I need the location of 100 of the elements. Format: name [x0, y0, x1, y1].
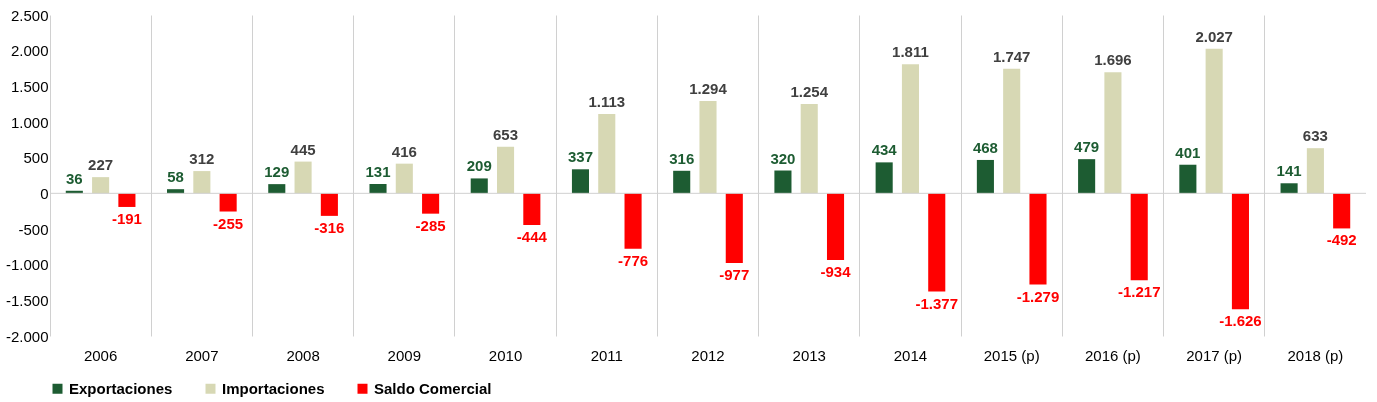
x-tick-label: 2010 [488, 346, 523, 364]
data-label: 1.811 [892, 43, 929, 61]
data-label: 1.294 [689, 80, 728, 98]
bar [928, 193, 946, 292]
y-tick-label: -500 [18, 220, 49, 238]
data-label: 633 [1302, 127, 1328, 145]
y-tick-label: 1.000 [10, 113, 49, 131]
bar [571, 169, 590, 194]
bar [268, 184, 286, 194]
data-label: 2.027 [1195, 27, 1233, 45]
x-tick-label: 2007 [185, 346, 219, 364]
bar [219, 193, 237, 212]
data-label: 434 [871, 141, 898, 159]
data-label: -492 [1326, 231, 1357, 249]
legend-label: Saldo Comercial [374, 379, 492, 397]
legend-label: Exportaciones [69, 379, 173, 397]
x-tick-label: 2015 (p) [983, 346, 1040, 364]
data-label: 401 [1175, 143, 1201, 161]
y-tick-label: 2.500 [10, 6, 49, 24]
bar [1104, 72, 1122, 194]
data-label: 337 [567, 148, 593, 166]
x-tick-label: 2013 [792, 346, 826, 364]
data-label: 1.747 [992, 47, 1031, 65]
x-tick-label: 2009 [387, 346, 421, 364]
x-tick-label: 2014 [893, 346, 928, 364]
bar [1306, 148, 1324, 194]
data-label: 416 [391, 142, 417, 160]
bar [774, 170, 792, 194]
data-label: -1.377 [915, 294, 959, 312]
bar [725, 193, 743, 264]
bar [800, 103, 818, 194]
bar [699, 101, 717, 194]
data-label: 58 [167, 168, 184, 186]
bar [395, 163, 413, 194]
bar [901, 64, 920, 194]
bar [523, 193, 541, 226]
data-label: 316 [669, 149, 695, 167]
bar [496, 146, 515, 194]
bar [167, 189, 185, 194]
y-tick-label: 2.000 [10, 42, 49, 60]
data-label: 312 [189, 150, 215, 168]
data-label: 479 [1074, 138, 1100, 156]
bar [422, 193, 440, 214]
y-tick-label: -1.000 [5, 256, 49, 274]
y-tick-label: -1.500 [5, 291, 49, 309]
x-tick-label: 2016 (p) [1084, 346, 1141, 364]
x-tick-label: 2018 (p) [1287, 346, 1344, 364]
bar [826, 193, 845, 260]
data-label: -1.217 [1117, 283, 1161, 301]
x-tick-label: 2011 [590, 346, 623, 364]
bar [1205, 48, 1223, 194]
bar [1029, 193, 1047, 285]
data-label: -934 [820, 262, 852, 280]
y-tick-label: -2.000 [5, 327, 49, 345]
bar [1130, 193, 1148, 281]
data-label: 1.254 [790, 82, 829, 100]
bar [193, 171, 211, 194]
data-label: 320 [770, 149, 796, 167]
bar [673, 170, 691, 194]
data-label: -776 [618, 251, 649, 269]
bar [624, 193, 642, 249]
data-label: -255 [213, 214, 244, 232]
bar [1280, 183, 1298, 194]
data-label: -191 [111, 209, 142, 227]
data-label: 1.696 [1094, 51, 1132, 69]
bar [369, 183, 387, 194]
data-label: 141 [1276, 162, 1302, 180]
data-label: -1.626 [1219, 312, 1262, 330]
data-label: 131 [365, 162, 391, 180]
bar [320, 193, 338, 216]
data-label: 129 [264, 163, 290, 181]
y-tick-label: 500 [23, 149, 49, 167]
data-label: -316 [314, 218, 345, 236]
bar [294, 161, 312, 194]
x-tick-label: 2012 [691, 346, 725, 364]
data-label: 209 [466, 157, 492, 175]
data-label: 653 [493, 125, 519, 143]
bar [1231, 193, 1249, 310]
bar [598, 113, 616, 194]
bar [1003, 68, 1021, 194]
x-tick-label: 2017 (p) [1186, 346, 1243, 364]
bar [875, 162, 893, 194]
bar [470, 178, 488, 194]
data-label: 468 [972, 138, 998, 156]
x-tick-label: 2006 [83, 346, 118, 364]
x-tick-label: 2008 [286, 346, 320, 364]
data-label: -1.279 [1016, 287, 1060, 305]
bar [92, 177, 110, 194]
bar [976, 159, 994, 194]
bar [118, 193, 136, 207]
data-label: -977 [719, 266, 750, 284]
bar [1078, 159, 1096, 194]
data-label: 445 [290, 140, 316, 158]
data-label: 36 [65, 169, 83, 187]
bar [1333, 193, 1351, 229]
y-tick-label: 0 [40, 184, 49, 202]
bar [1179, 164, 1197, 194]
y-tick-label: 1.500 [10, 77, 49, 95]
legend-label: Importaciones [222, 379, 325, 397]
data-label: -444 [516, 228, 548, 246]
